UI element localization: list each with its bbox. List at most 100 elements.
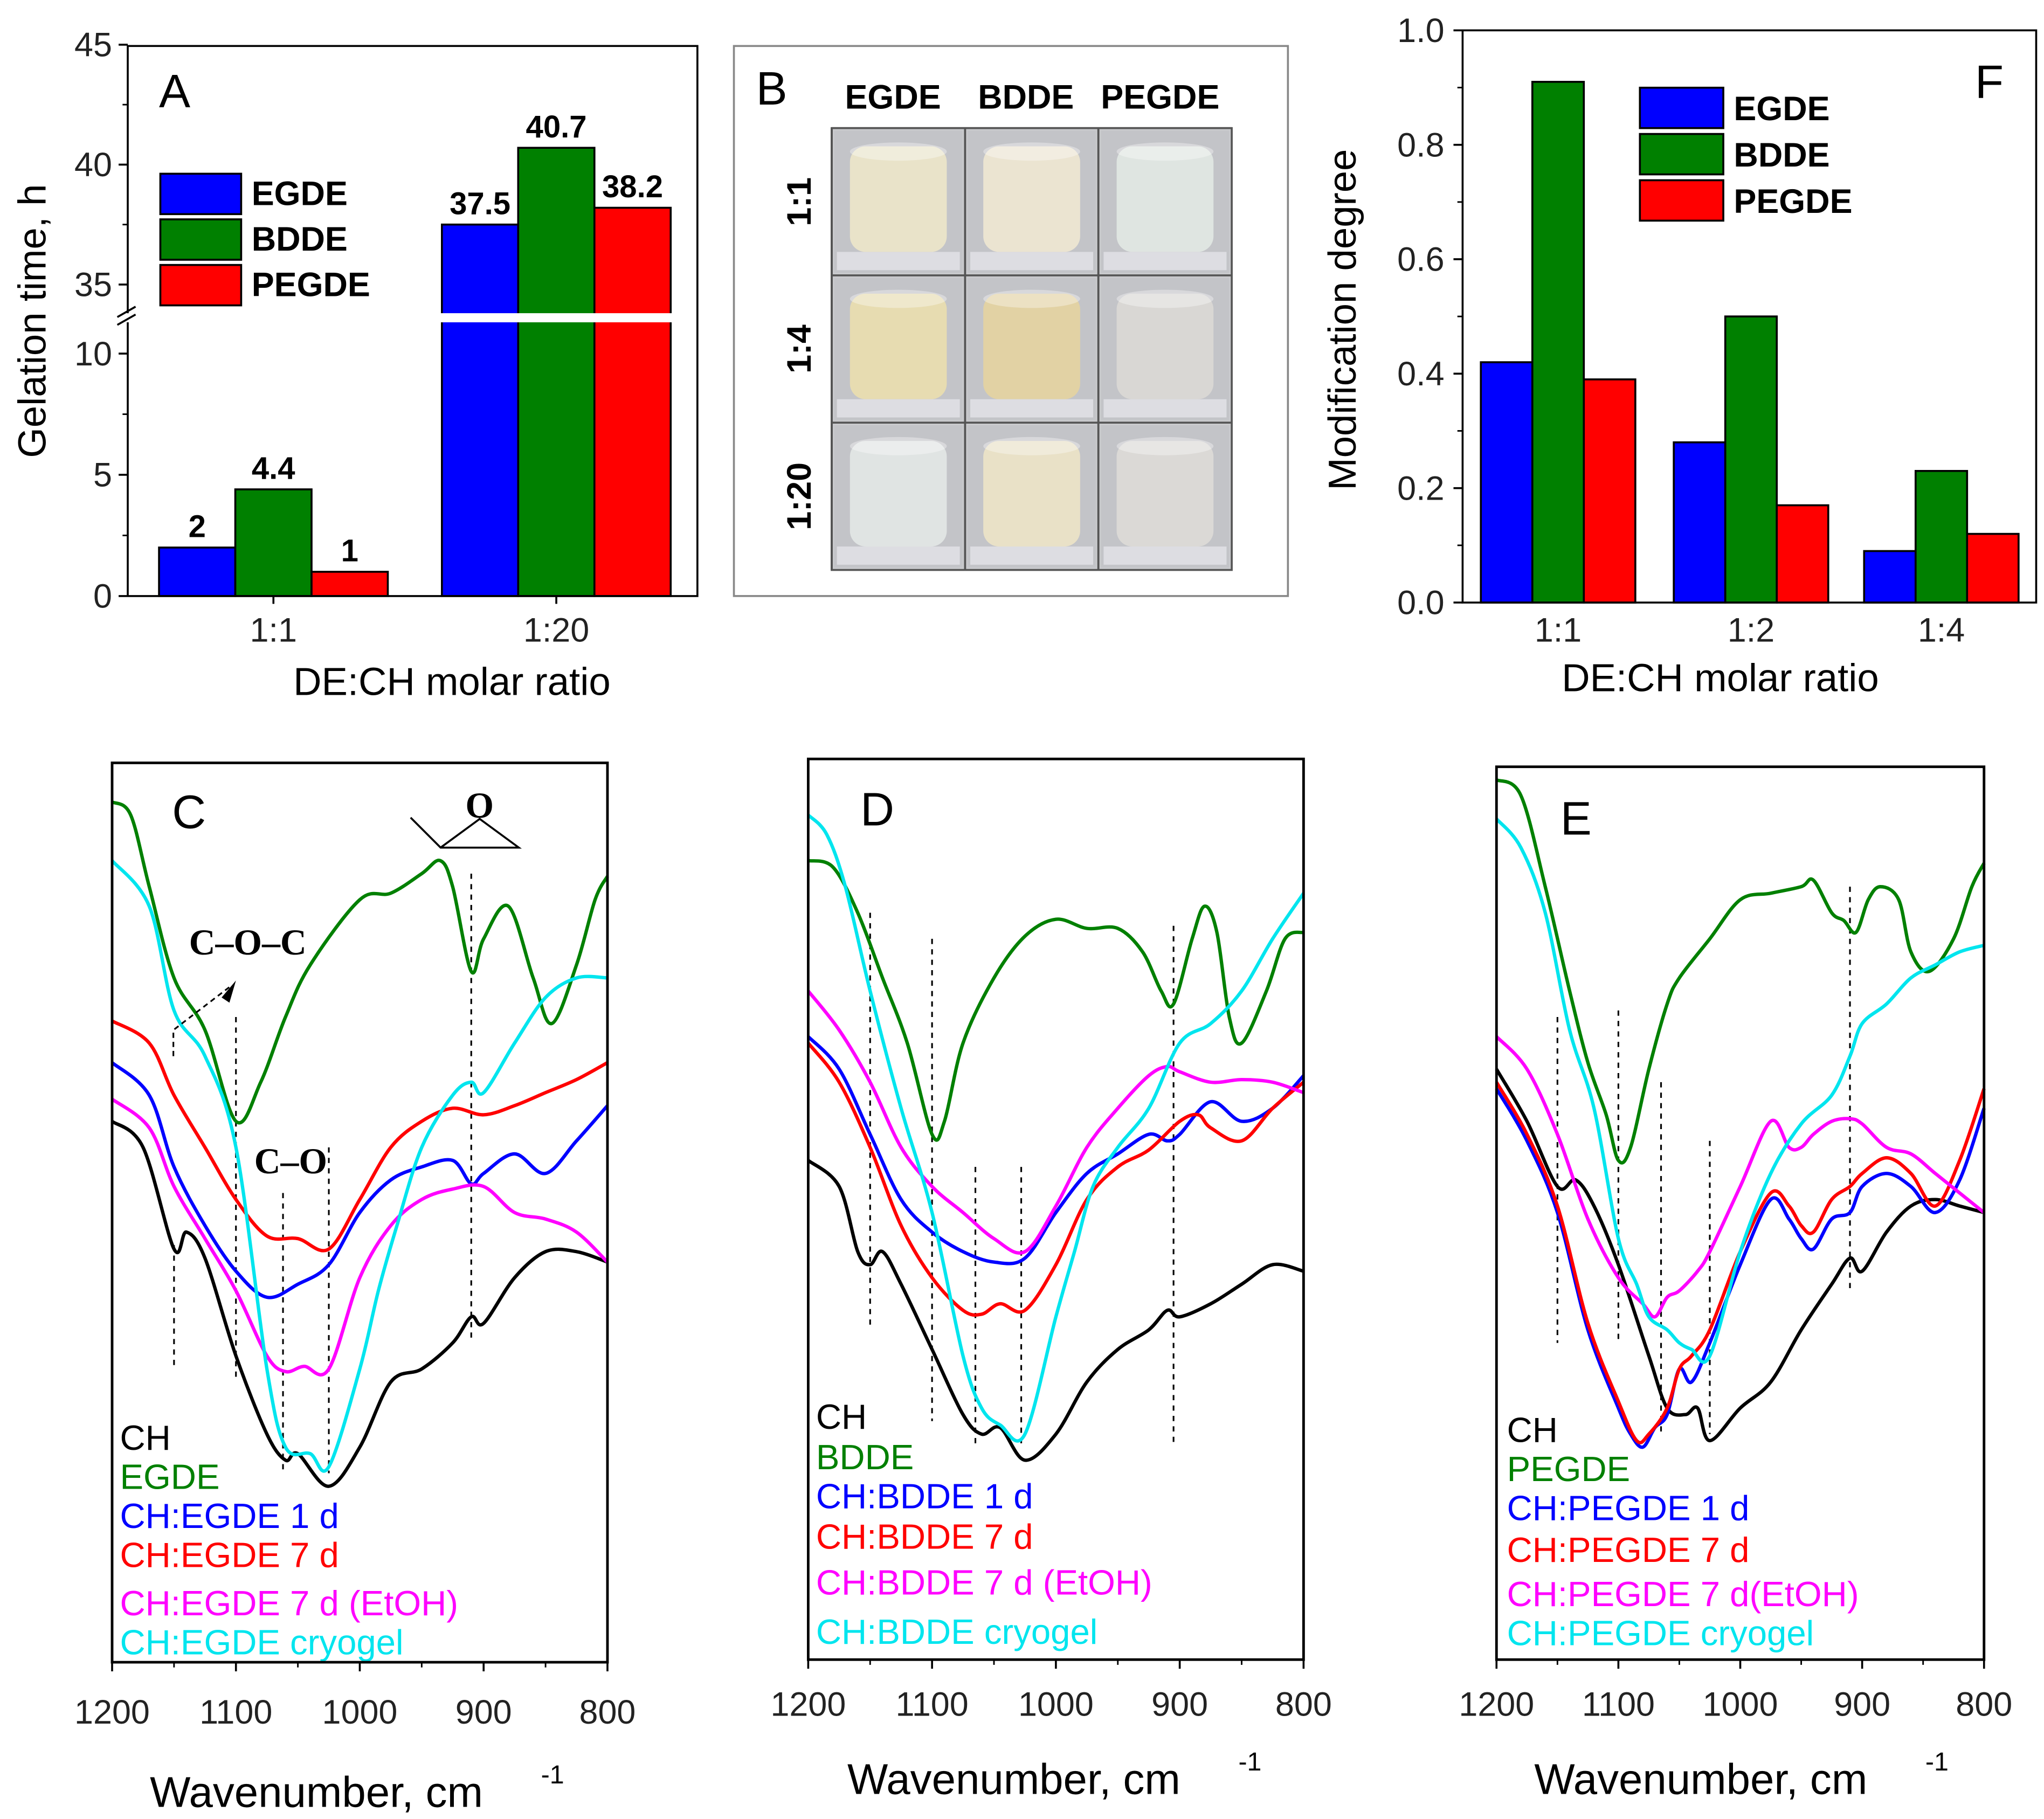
axes-frame (127, 45, 699, 597)
gel-sample-pegde-1:20 (1116, 441, 1214, 547)
legend-label: PEGDE (1507, 1449, 1631, 1489)
x-tick-label: 900 (1834, 1685, 1890, 1723)
spectrum-line-ch-pegde-1-d (1495, 1088, 1986, 1449)
legend-label: CH (120, 1418, 170, 1457)
photo-surface (1103, 252, 1227, 271)
y-tick-label: 0.2 (1397, 469, 1444, 507)
spectrum-line-ch-bdde-cryogel (807, 813, 1305, 1443)
bar-bdde-1:1 (1531, 81, 1585, 604)
gel-sample-pegde-1:4 (1116, 293, 1214, 399)
bar-value-label: 4.4 (252, 451, 295, 486)
spectrum-line-ch (807, 1159, 1304, 1462)
x-tick-label: 1200 (770, 1685, 846, 1723)
x-axis-label-superscript: -1 (1238, 1747, 1261, 1776)
gel-sample-top (850, 437, 947, 455)
spectrum-line-ch-pegde-7-d-etoh- (1495, 1035, 1985, 1319)
y-tick-label: 40 (74, 146, 112, 184)
gel-sample-top (983, 289, 1080, 308)
gel-sample-bdde-1:4 (983, 293, 1080, 399)
row-label: 1:4 (781, 324, 818, 374)
x-tick-label: 800 (1956, 1685, 2012, 1723)
gel-sample-top (850, 289, 947, 308)
spectrum-line-ch-egde-cryogel (111, 859, 608, 1473)
spectrum-line-ch-egde-1-d (111, 1061, 609, 1299)
bar-egde-0 (158, 547, 237, 597)
legend-label: EGDE (252, 175, 348, 212)
spectrum-line-ch-egde-7-d (111, 1019, 609, 1253)
x-tick-label: 800 (579, 1693, 636, 1731)
spectrum-line-ch (1495, 1068, 1985, 1443)
panel-label-a: A (159, 65, 190, 117)
legend-swatch-bdde (159, 218, 243, 261)
column-header-pegde: PEGDE (1101, 78, 1219, 116)
legend-label: CH:EGDE 1 d (120, 1496, 339, 1536)
gel-sample-egde-1:20 (850, 441, 947, 547)
gel-sample-top (1116, 437, 1214, 455)
bar-pegde-0 (310, 571, 389, 597)
legend-label: CH (1507, 1410, 1558, 1449)
legend-swatch-pegde (159, 264, 243, 307)
column-header-bdde: BDDE (978, 78, 1074, 116)
x-tick-label: 1000 (1703, 1685, 1778, 1723)
x-tick-label: 1100 (896, 1685, 969, 1723)
spectrum-line-ch-bdde-1-d (807, 1035, 1305, 1265)
legend-label: BDDE (1734, 136, 1829, 174)
x-axis-label-superscript: -1 (541, 1760, 564, 1789)
legend-label: CH:PEGDE 7 d (1507, 1530, 1750, 1569)
legend-swatch-egde (159, 172, 243, 216)
x-tick-label: 1:2 (1728, 612, 1774, 649)
photo-surface (1103, 399, 1227, 418)
panel-label: C (172, 786, 206, 838)
bar-egde-1:2 (1673, 441, 1727, 604)
legend-label: CH:EGDE cryogel (120, 1623, 403, 1662)
bar-egde-1:1 (1480, 361, 1534, 604)
bar-pegde-1:2 (1776, 504, 1829, 604)
photo-surface (837, 399, 960, 418)
x-tick-label: 1100 (199, 1693, 272, 1731)
legend-swatch-bdde (1639, 133, 1724, 176)
x-tick-label: 1:20 (523, 612, 589, 649)
bar-egde-1:4 (1863, 550, 1917, 604)
legend-label: CH:PEGDE 7 d(EtOH) (1507, 1574, 1859, 1614)
gel-sample-pegde-1:1 (1116, 146, 1214, 252)
panel-f-ylabel: Modification degree (1321, 149, 1364, 490)
gel-sample-egde-1:4 (850, 293, 947, 399)
gel-sample-top (983, 437, 1080, 455)
axis-break-mark (116, 306, 136, 326)
panel-f-xlabel: DE:CH molar ratio (1562, 656, 1879, 700)
gel-sample-top (983, 142, 1080, 161)
bar-pegde-1 (593, 206, 672, 597)
column-header-egde: EGDE (845, 78, 941, 116)
panel-b-photos: B EGDE BDDE PEGDE 1:1 1:4 1:20 (733, 45, 1289, 597)
legend-label: BDDE (252, 220, 348, 258)
x-axis-label: Wavenumber, cm (1534, 1755, 1867, 1803)
photo-surface (970, 399, 1094, 418)
spectrum-line-bdde (807, 859, 1304, 1142)
photo-surface (837, 252, 960, 271)
photo-surface (970, 546, 1094, 565)
x-tick-label: 1000 (1018, 1685, 1094, 1723)
spectrum-line-egde (111, 800, 609, 1125)
legend-label: CH:BDDE 1 d (816, 1477, 1033, 1516)
panel-label: E (1560, 792, 1592, 845)
y-tick-label: 0.0 (1397, 584, 1444, 622)
legend-swatch-egde (1639, 86, 1724, 129)
x-axis-label-superscript: -1 (1925, 1747, 1949, 1776)
photo-surface (837, 546, 960, 565)
legend-label: CH:PEGDE cryogel (1507, 1614, 1814, 1653)
spectrum-line-ch-pegde-cryogel (1495, 818, 1985, 1364)
x-axis-label: Wavenumber, cm (847, 1755, 1180, 1803)
gel-sample-bdde-1:1 (983, 146, 1080, 252)
y-tick-label: 0.6 (1397, 241, 1444, 279)
panel-a-gelation-chart: A DE:CH molar ratio Gelation time, h 2 37… (11, 26, 699, 704)
bar-bdde-1:2 (1724, 315, 1778, 604)
x-tick-label: 1200 (74, 1693, 150, 1731)
x-tick-label: 1:4 (1918, 612, 1965, 649)
bar-bdde-1:4 (1914, 469, 1969, 604)
legend-label: CH:PEGDE 1 d (1507, 1489, 1750, 1528)
x-tick-label: 1:1 (250, 612, 297, 649)
